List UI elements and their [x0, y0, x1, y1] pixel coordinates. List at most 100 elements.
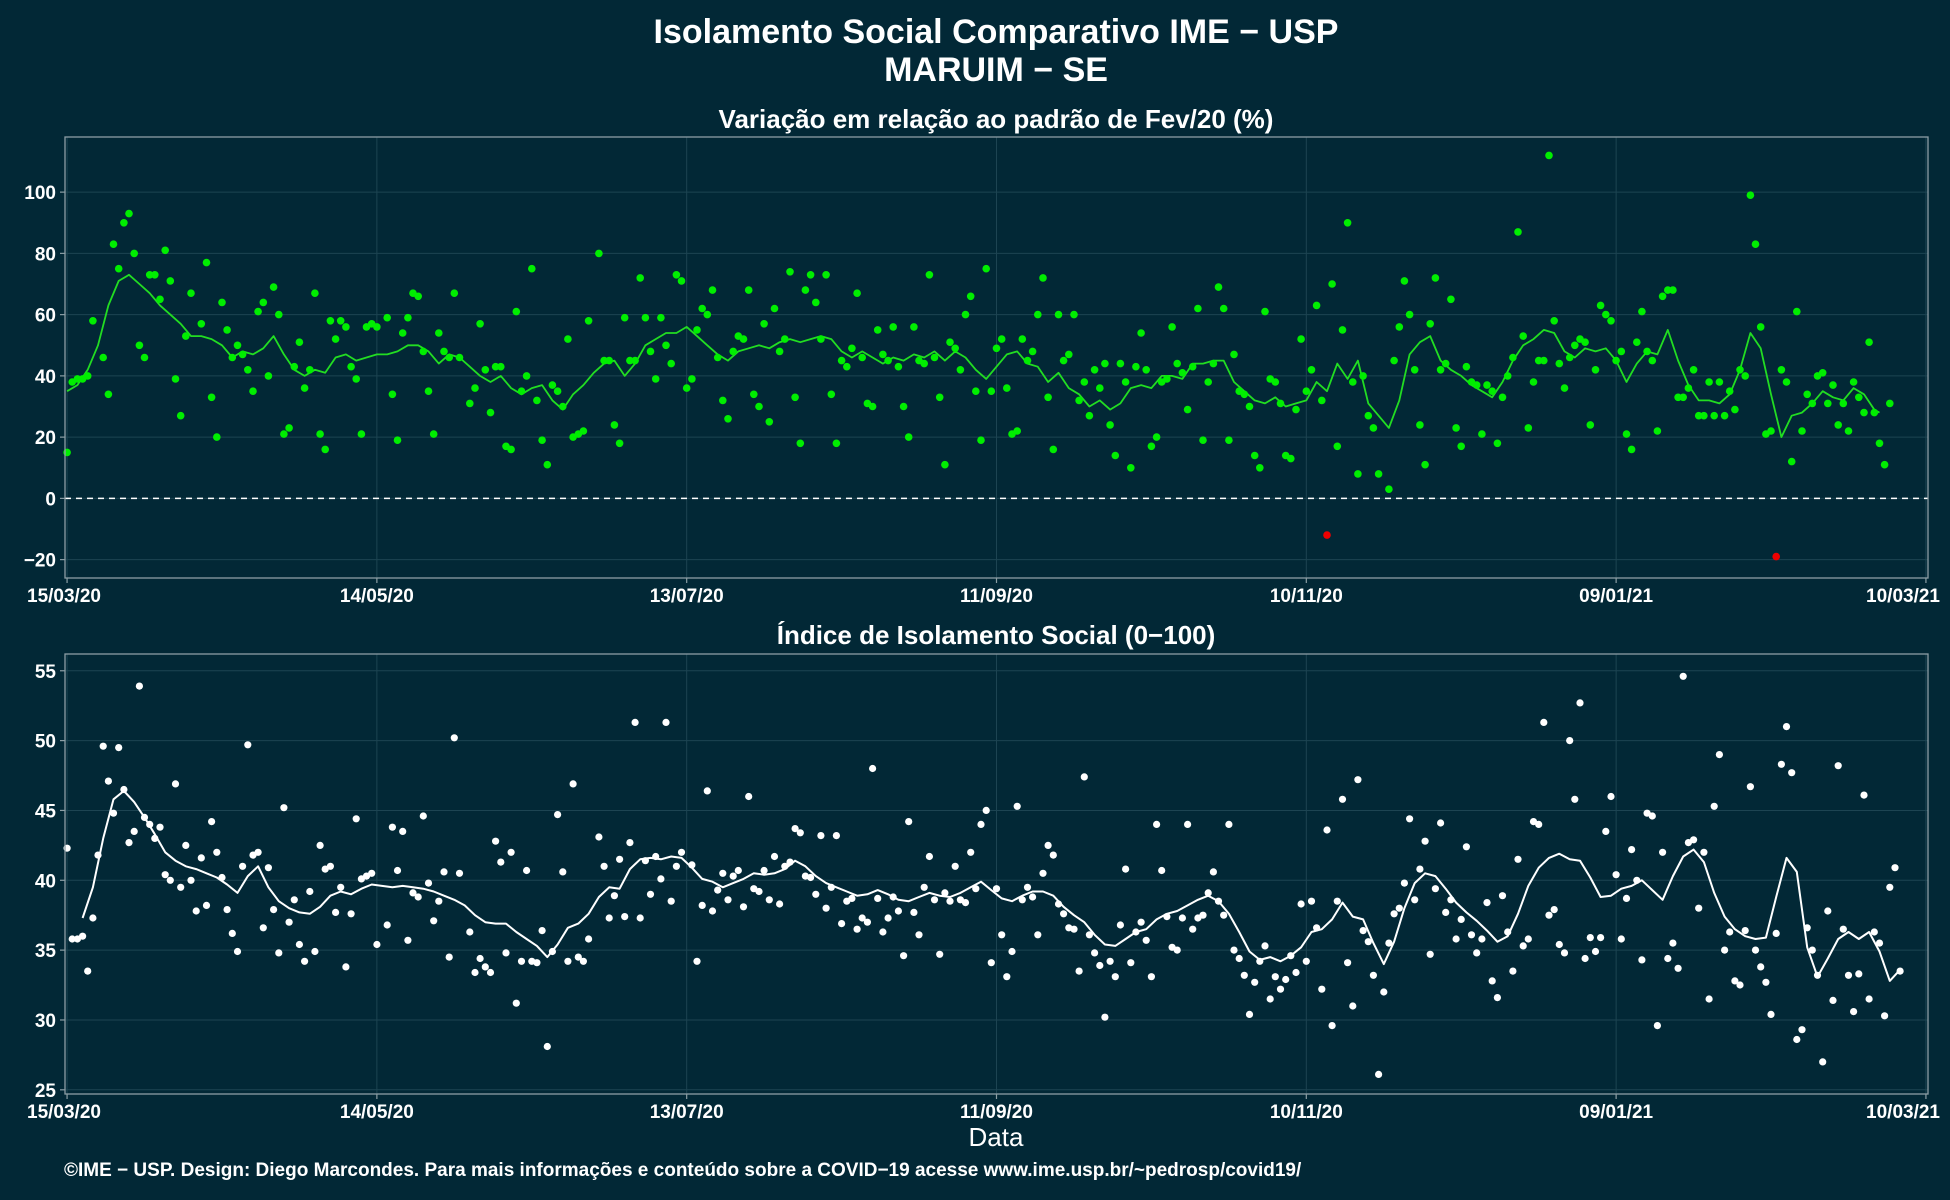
- data-point: [1540, 356, 1548, 365]
- data-point: [1849, 378, 1858, 386]
- data-point: [1230, 350, 1238, 359]
- data-point: [218, 298, 226, 307]
- data-point: [228, 929, 236, 938]
- data-point: [1488, 387, 1496, 396]
- data-point: [667, 359, 675, 368]
- data-point: [1163, 913, 1171, 921]
- data-point: [430, 917, 438, 925]
- data-point: [1395, 904, 1403, 912]
- data-point: [889, 323, 897, 331]
- data-point: [1462, 843, 1470, 851]
- data-point: [1519, 332, 1527, 340]
- data-point: [300, 384, 309, 392]
- data-point: [1364, 411, 1373, 420]
- data-point: [218, 873, 226, 882]
- data-point: [1607, 317, 1615, 325]
- data-point: [1555, 359, 1564, 368]
- data-point: [631, 356, 639, 365]
- data-point: [1509, 967, 1517, 975]
- data-point: [306, 887, 314, 896]
- data-point: [414, 893, 422, 901]
- data-point: [657, 875, 665, 883]
- data-point: [357, 430, 366, 438]
- data-point: [636, 914, 644, 922]
- data-point: [1669, 286, 1677, 294]
- data-point: [1090, 366, 1099, 374]
- data-point: [935, 393, 944, 402]
- moving-average-line: [81, 789, 1901, 982]
- data-point: [1251, 978, 1259, 986]
- data-point: [1457, 442, 1465, 451]
- data-point: [554, 811, 562, 819]
- data-point: [125, 839, 133, 847]
- data-point: [1803, 924, 1811, 932]
- data-point: [972, 885, 980, 893]
- data-point: [182, 841, 190, 850]
- data-point: [104, 777, 112, 785]
- data-point: [745, 792, 753, 801]
- data-point: [1039, 869, 1047, 877]
- data-point: [1204, 378, 1212, 386]
- data-point: [507, 445, 515, 454]
- data-point: [1390, 910, 1398, 918]
- data-point: [1008, 947, 1016, 956]
- data-point: [951, 862, 959, 870]
- data-point: [703, 310, 712, 319]
- data-point: [998, 931, 1006, 939]
- data-point: [1271, 378, 1280, 386]
- data-point: [920, 359, 928, 368]
- data-point: [1571, 795, 1579, 803]
- data-point: [197, 320, 206, 328]
- data-point: [1504, 928, 1512, 936]
- data-point: [1318, 985, 1326, 993]
- data-point: [342, 963, 350, 971]
- data-point: [977, 436, 985, 445]
- data-point: [1225, 820, 1233, 829]
- data-point: [109, 240, 118, 248]
- data-point: [1152, 433, 1161, 441]
- data-point: [905, 818, 913, 826]
- data-point: [1307, 366, 1316, 374]
- data-point: [796, 829, 804, 837]
- data-point: [259, 298, 268, 307]
- data-point: [605, 356, 613, 365]
- data-point: [1158, 866, 1166, 875]
- data-point: [1127, 959, 1135, 967]
- data-point: [755, 402, 763, 411]
- data-point: [853, 925, 861, 933]
- data-point: [863, 918, 872, 926]
- data-point: [1426, 950, 1434, 958]
- y-tick-label: 0: [45, 489, 56, 510]
- data-point: [1529, 378, 1538, 386]
- data-point: [1452, 935, 1460, 943]
- data-point: [760, 320, 768, 328]
- data-point: [373, 323, 381, 331]
- data-point: [331, 335, 340, 343]
- data-point: [1096, 384, 1104, 392]
- data-point: [1741, 927, 1749, 935]
- data-point: [1896, 967, 1904, 975]
- data-point: [99, 742, 107, 750]
- data-point: [486, 408, 495, 417]
- data-point: [177, 883, 185, 891]
- data-point: [801, 286, 810, 294]
- data-point: [202, 901, 211, 910]
- data-point: [838, 920, 846, 928]
- data-point: [1622, 430, 1631, 438]
- data-point: [1865, 338, 1873, 347]
- data-point: [1757, 963, 1765, 971]
- data-point: [399, 827, 407, 836]
- data-point: [1715, 751, 1723, 759]
- data-point: [1250, 451, 1259, 460]
- data-point: [1834, 421, 1842, 429]
- data-point: [419, 812, 427, 820]
- data-point: [1400, 277, 1409, 285]
- data-point: [1803, 390, 1811, 399]
- data-point: [662, 341, 670, 350]
- data-point: [1509, 353, 1517, 362]
- data-point: [713, 353, 722, 362]
- data-point: [652, 852, 660, 861]
- data-point: [869, 764, 877, 773]
- data-point: [1855, 393, 1863, 402]
- data-point: [1818, 369, 1827, 377]
